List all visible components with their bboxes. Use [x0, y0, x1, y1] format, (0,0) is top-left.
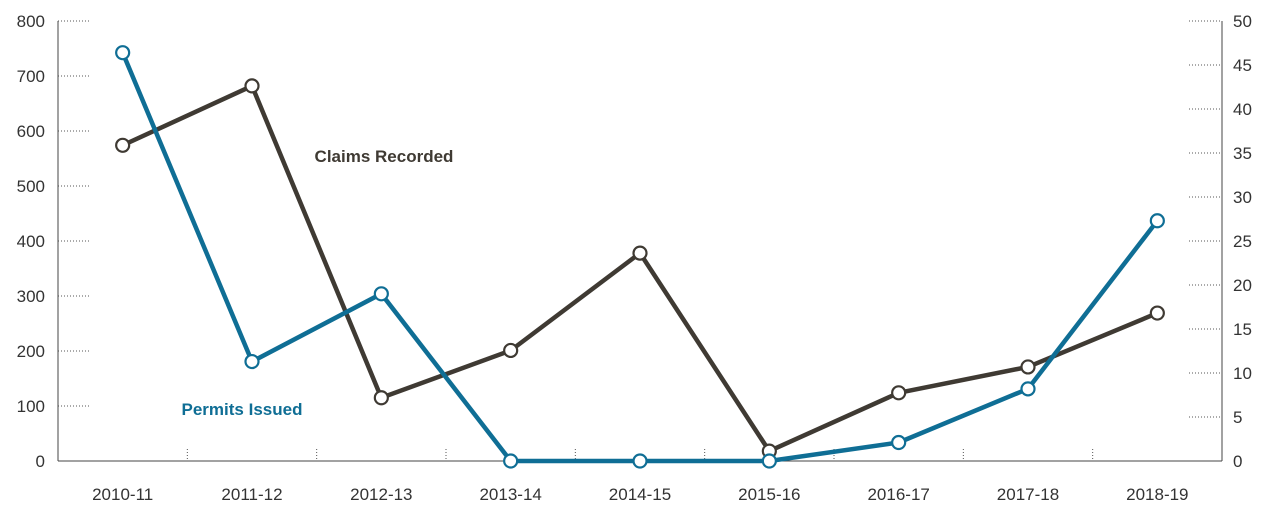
right-tick-label: 15 [1233, 320, 1252, 339]
data-point-permits-issued [632, 453, 648, 469]
data-point-permits-issued [244, 353, 260, 370]
x-tick-label: 2017-18 [997, 485, 1059, 504]
x-tick-label: 2013-14 [479, 485, 541, 504]
x-tick-label: 2012-13 [350, 485, 412, 504]
x-tick-label: 2015-16 [738, 485, 800, 504]
right-tick-label: 20 [1233, 276, 1252, 295]
series-label-permits-issued: Permits Issued [182, 400, 303, 419]
right-tick-label: 0 [1233, 452, 1242, 471]
right-tick-label: 50 [1233, 12, 1252, 31]
data-point-permits-issued [373, 286, 389, 302]
data-point-claims-recorded [503, 342, 519, 359]
right-tick-label: 25 [1233, 232, 1252, 251]
left-axis: 0 100 200 300 400 500 600 700 800 [17, 12, 91, 471]
data-point-claims-recorded [891, 385, 907, 401]
data-point-claims-recorded [1149, 305, 1165, 321]
left-tick-label: 0 [36, 452, 45, 471]
x-tick-label: 2016-17 [867, 485, 929, 504]
data-point-permits-issued [761, 453, 777, 469]
right-tick-label: 5 [1233, 408, 1242, 427]
data-point-claims-recorded [115, 137, 131, 153]
data-point-claims-recorded [632, 245, 648, 261]
left-tick-label: 800 [17, 12, 45, 31]
left-tick-label: 700 [17, 67, 45, 86]
data-point-claims-recorded [244, 78, 260, 94]
x-tick-label: 2010-11 [92, 485, 153, 504]
left-tick-label: 400 [17, 232, 45, 251]
x-axis: 2010-11 2011-12 2012-13 2013-14 2014-15 2015-… [58, 449, 1222, 504]
series-label-claims-recorded: Claims Recorded [315, 147, 454, 166]
right-tick-label: 10 [1233, 364, 1252, 383]
right-tick-label: 40 [1233, 100, 1252, 119]
data-point-claims-recorded [373, 390, 389, 406]
data-point-permits-issued [1149, 213, 1165, 229]
data-point-permits-issued [503, 453, 519, 469]
data-point-permits-issued [1020, 381, 1036, 397]
left-tick-label: 300 [17, 287, 45, 306]
left-tick-label: 600 [17, 122, 45, 141]
right-tick-label: 45 [1233, 56, 1252, 75]
right-tick-label: 30 [1233, 188, 1252, 207]
data-point-claims-recorded [1020, 359, 1036, 375]
data-point-permits-issued [891, 434, 907, 451]
x-tick-label: 2014-15 [609, 485, 671, 504]
right-tick-label: 35 [1233, 144, 1252, 163]
left-tick-label: 500 [17, 177, 45, 196]
x-tick-label: 2011-12 [221, 485, 282, 504]
series-line-claims-recorded [120, 83, 1160, 454]
left-tick-label: 100 [17, 397, 45, 416]
x-tick-label: 2018-19 [1126, 485, 1188, 504]
right-axis: 0 5 10 15 20 25 30 35 40 45 50 [1189, 12, 1252, 471]
left-tick-label: 200 [17, 342, 45, 361]
data-point-permits-issued [115, 45, 131, 61]
series-layer [115, 45, 1165, 469]
